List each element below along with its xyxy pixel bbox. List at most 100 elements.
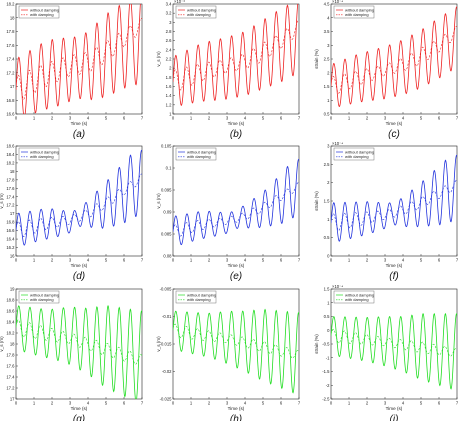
y-tick-label: 18.4 [6,152,15,157]
series-without-damping [331,312,457,390]
y-tick-label: -2.5 [322,397,330,402]
series-with-damping [331,26,457,94]
legend-entry: without damping [30,292,59,297]
y-tick-label: 16.6 [6,112,15,117]
y-tick-label: 1.6 [166,84,172,89]
y-tick-label: 3.4 [166,2,172,7]
series-with-damping [331,328,457,357]
legend-box [333,290,375,304]
legend-entry: with damping [30,12,54,17]
y-tick-label: -0.01 [162,314,172,319]
y-axis-multiplier: ×10⁻⁴ [332,0,343,4]
plot-frame [330,288,458,400]
x-tick-label: 4 [87,401,90,406]
y-tick-label: 1 [327,98,330,103]
y-tick-label: 17.6 [6,43,15,48]
x-tick-label: 3 [384,401,387,406]
x-tick-label: 3 [69,401,72,406]
x-tick-label: 5 [262,401,265,406]
x-tick-label: 7 [456,401,459,406]
x-tick-label: 1 [33,116,36,121]
y-tick-label: 17 [10,211,15,216]
x-tick-label: 3 [69,116,72,121]
panel-b: 0 1 2 3 4 5 6 711.21.41.61.822.22.42.62.833.23.… [156,0,301,140]
x-tick-label: 0 [172,401,175,406]
y-tick-label: -1.5 [322,369,330,374]
series-with-damping [173,182,299,237]
x-tick-label: 4 [244,258,247,263]
x-tick-label: 6 [123,258,126,263]
y-tick-label: 2.5 [324,162,330,167]
x-tick-label: 2 [208,401,211,406]
x-tick-label: 5 [420,116,423,121]
y-tick-label: 18.2 [6,331,15,336]
legend-entry: without damping [187,7,216,12]
legend-entry: with damping [30,297,54,302]
y-tick-label: 16.4 [6,237,15,242]
x-axis-label: Time (s) [228,121,245,126]
x-tick-label: 6 [438,258,441,263]
y-tick-label: 18.6 [6,144,15,149]
x-tick-label: 3 [69,258,72,263]
y-tick-label: 17.6 [6,186,15,191]
x-tick-label: 0 [330,116,333,121]
plot-frame [172,145,300,257]
y-axis-label: v_s (m) [0,193,4,209]
panel-caption: (a) [73,129,85,140]
series-without-damping [16,4,141,114]
y-tick-label: 0.5 [324,112,330,117]
y-tick-label: 3 [327,144,330,149]
panel-c: 0 1 2 3 4 5 6 7 0.5 1 1.5 2 2.5 3 3.5 4 4.5 Time (s) strai… [314,0,459,140]
x-tick-label: 5 [105,258,108,263]
y-tick-label: 2.8 [166,29,172,34]
panel-caption: (f) [389,271,398,282]
y-tick-label: 1.5 [324,199,330,204]
x-tick-label: 0 [330,258,333,263]
y-tick-label: 17.6 [6,364,15,369]
y-tick-label: 0 [327,328,330,333]
y-tick-label: 1.5 [324,84,330,89]
y-axis-label: v_s (m) [156,336,161,352]
y-axis-multiplier: ×10⁻³ [174,0,185,4]
panel-i: 0 1 2 3 4 5 6 7 -2.5 -2 -1.5 -1 -0.5 0 0.5 1 1.5 Time (s)… [314,284,459,421]
series-without-damping [173,158,299,246]
x-tick-label: 2 [208,258,211,263]
x-tick-label: 5 [262,258,265,263]
x-tick-label: 4 [244,401,247,406]
series-without-damping [173,308,299,394]
plot-frame [172,3,300,115]
x-tick-label: 3 [226,116,229,121]
y-tick-label: 3.2 [166,11,172,16]
legend-box [18,147,60,161]
plot-frame [15,145,143,257]
x-tick-label: 5 [262,116,265,121]
x-tick-label: 0 [15,401,18,406]
y-tick-label: 17 [10,397,15,402]
legend-entry: with damping [345,297,369,302]
y-tick-label: -0.015 [160,342,173,347]
x-axis-label: Time (s) [71,121,88,126]
y-tick-label: 3 [327,43,330,48]
x-tick-label: 4 [402,116,405,121]
y-tick-label: 2.2 [166,57,172,62]
x-tick-label: 5 [105,401,108,406]
legend-entry: with damping [345,154,369,159]
y-tick-label: 0.105 [161,144,172,149]
y-tick-label: 16.8 [6,220,15,225]
x-tick-label: 5 [105,116,108,121]
y-tick-label: 4 [327,15,330,20]
x-axis-label: Time (s) [71,263,88,268]
x-tick-label: 1 [348,116,351,121]
legend-box [333,147,375,161]
legend-entry: without damping [187,149,216,154]
y-tick-label: 18.2 [6,2,15,7]
legend-box [333,5,375,19]
y-tick-label: 17.4 [6,375,15,380]
y-tick-label: 0 [327,254,330,259]
